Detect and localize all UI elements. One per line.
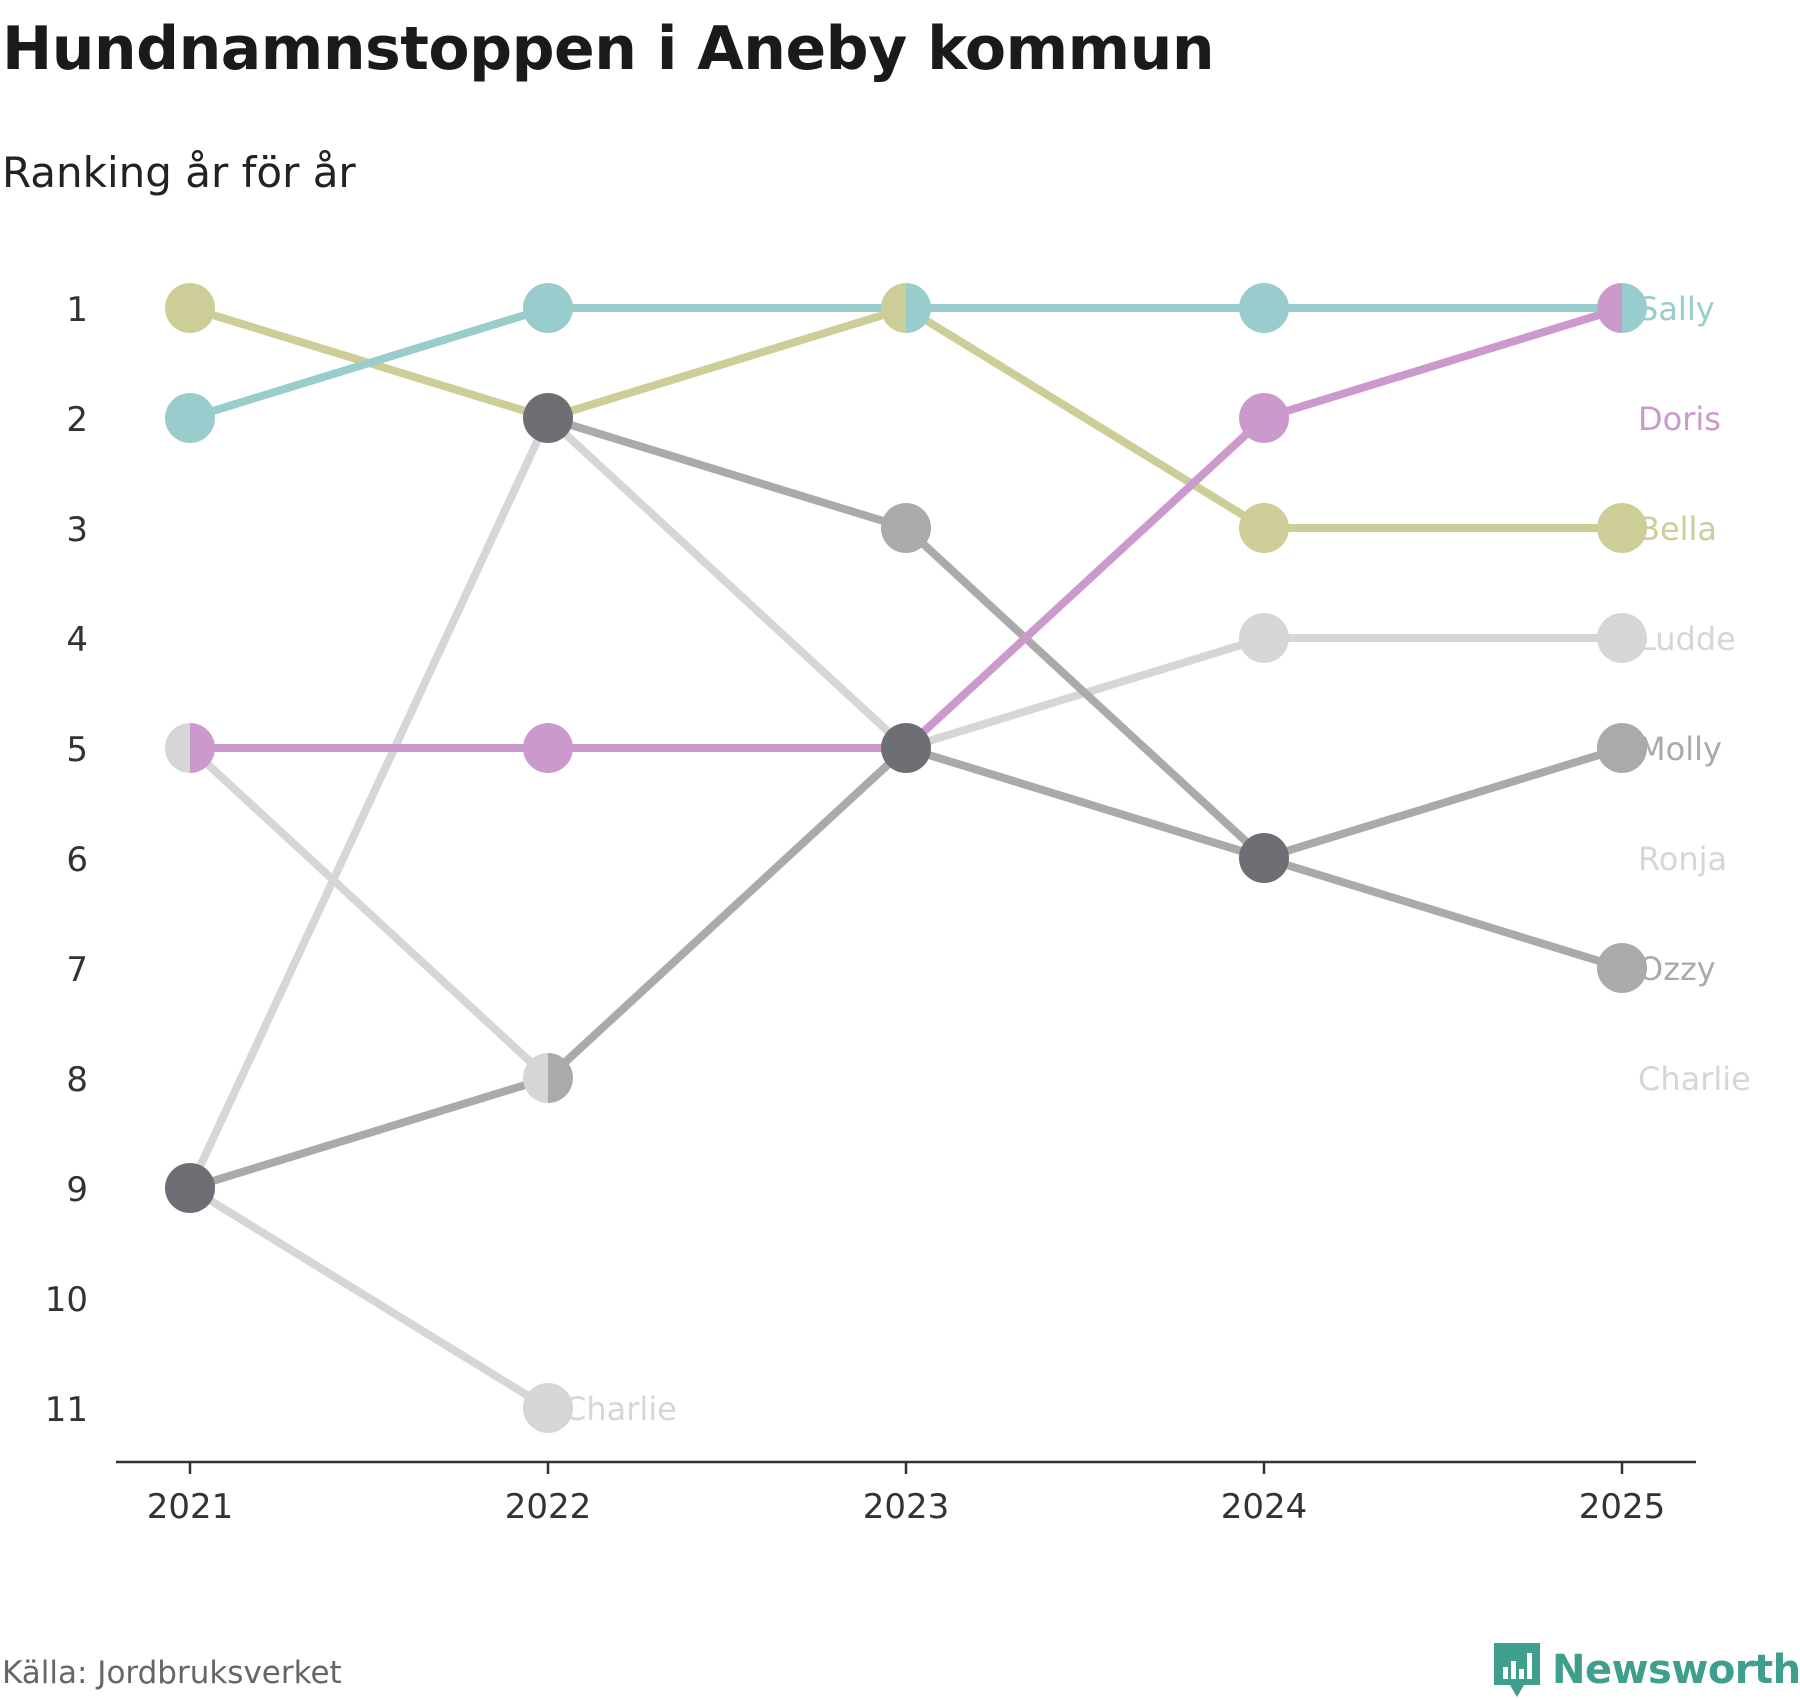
series-label-molly: Molly	[1638, 730, 1722, 768]
axes-layer: 2021 2022 2023 2024 2025 1 2 3 4 5 6 7 8 9 10 11	[45, 290, 1696, 1527]
series-line-ozzy	[902, 524, 1268, 862]
series-line-doris	[1260, 304, 1626, 422]
series-line-ludde	[544, 414, 910, 752]
point-shared-ronja-molly-ozzy-2024	[1239, 833, 1289, 883]
brand-logo[interactable]: Newsworthy	[1492, 1641, 1800, 1699]
point-doris-2024	[1239, 393, 1289, 443]
point-sally-2025	[1622, 283, 1647, 333]
source-note: Källa: Jordbruksverket	[2, 1655, 342, 1691]
point-ludde-2025	[1597, 613, 1647, 663]
y-tick-label: 3	[66, 510, 88, 550]
point-bella-2023	[881, 283, 906, 333]
y-tick-label: 10	[45, 1280, 88, 1320]
point-bella-2025	[1597, 503, 1647, 553]
series-line-ronja	[186, 744, 552, 1082]
y-tick-label: 11	[45, 1390, 88, 1430]
series-line-molly	[902, 744, 1268, 862]
point-shared-ronja-ludde-molly-doris-2023	[881, 723, 931, 773]
point-shared-charlie-ludde-molly-2021	[165, 1163, 215, 1213]
series-line-ozzy	[544, 414, 910, 532]
series-points-layer	[165, 283, 1647, 1433]
point-ronja-2021	[165, 723, 190, 773]
x-tick-label: 2023	[863, 1487, 950, 1527]
inline-label-charlie: Charlie	[564, 1390, 677, 1428]
point-bella-2024	[1239, 503, 1289, 553]
y-tick-label: 4	[66, 620, 88, 660]
y-tick-label: 2	[66, 400, 88, 440]
y-tick-label: 9	[66, 1170, 88, 1210]
series-label-doris: Doris	[1638, 400, 1721, 438]
newsworthy-logo-icon	[1494, 1643, 1540, 1697]
point-ludde-2024	[1239, 613, 1289, 663]
point-ronja-2022	[523, 1053, 548, 1103]
series-line-molly	[1260, 744, 1626, 862]
point-molly-2025	[1597, 723, 1647, 773]
y-tick-label: 6	[66, 840, 88, 880]
series-line-ozzy	[1260, 854, 1626, 972]
series-label-charlie: Charlie	[1638, 1060, 1751, 1098]
point-bella-2021	[165, 283, 215, 333]
series-line-doris	[902, 414, 1268, 752]
series-label-ludde: Ludde	[1638, 620, 1736, 658]
point-shared-ludde-ozzy-bella-2022	[523, 393, 573, 443]
series-line-molly	[544, 744, 910, 1082]
point-charlie-2022	[523, 1383, 573, 1433]
series-label-sally: Sally	[1638, 290, 1715, 328]
x-tick-label: 2022	[505, 1487, 592, 1527]
point-sally-2022	[523, 283, 573, 333]
y-tick-label: 5	[66, 730, 88, 770]
point-doris-2022	[523, 723, 573, 773]
series-label-bella: Bella	[1638, 510, 1717, 548]
point-sally-2021	[165, 393, 215, 443]
series-line-ludde	[186, 414, 552, 1192]
brand-name: Newsworthy	[1552, 1647, 1800, 1693]
x-tick-label: 2021	[147, 1487, 234, 1527]
y-tick-label: 8	[66, 1060, 88, 1100]
series-label-ronja: Ronja	[1638, 840, 1727, 878]
y-tick-label: 1	[66, 290, 88, 330]
series-label-ozzy: Ozzy	[1638, 950, 1716, 988]
point-sally-2023	[906, 283, 931, 333]
point-doris-2021	[190, 723, 215, 773]
series-line-sally	[186, 304, 552, 422]
series-labels-layer: Charlie Ronja Ludde Molly Ozzy Bella Doris Sall…	[564, 290, 1751, 1428]
series-line-molly	[186, 1074, 552, 1192]
point-ozzy-2023	[881, 503, 931, 553]
chart-title: Hundnamnstoppen i Aneby kommun	[2, 14, 1215, 84]
chart-subtitle: Ranking år för år	[2, 148, 356, 197]
y-tick-label: 7	[66, 950, 88, 990]
x-tick-label: 2024	[1221, 1487, 1308, 1527]
series-line-charlie	[186, 1184, 552, 1412]
bump-chart: 2021 2022 2023 2024 2025 1 2 3 4 5 6 7 8 9 10 11 Charli…	[45, 283, 1751, 1527]
point-molly-2022	[548, 1053, 573, 1103]
x-tick-label: 2025	[1579, 1487, 1666, 1527]
point-sally-2024	[1239, 283, 1289, 333]
series-lines-layer	[186, 304, 1626, 1412]
series-line-bella	[902, 304, 1268, 532]
point-doris-2025	[1597, 283, 1622, 333]
series-line-bella	[544, 304, 910, 422]
point-ozzy-2025	[1597, 943, 1647, 993]
